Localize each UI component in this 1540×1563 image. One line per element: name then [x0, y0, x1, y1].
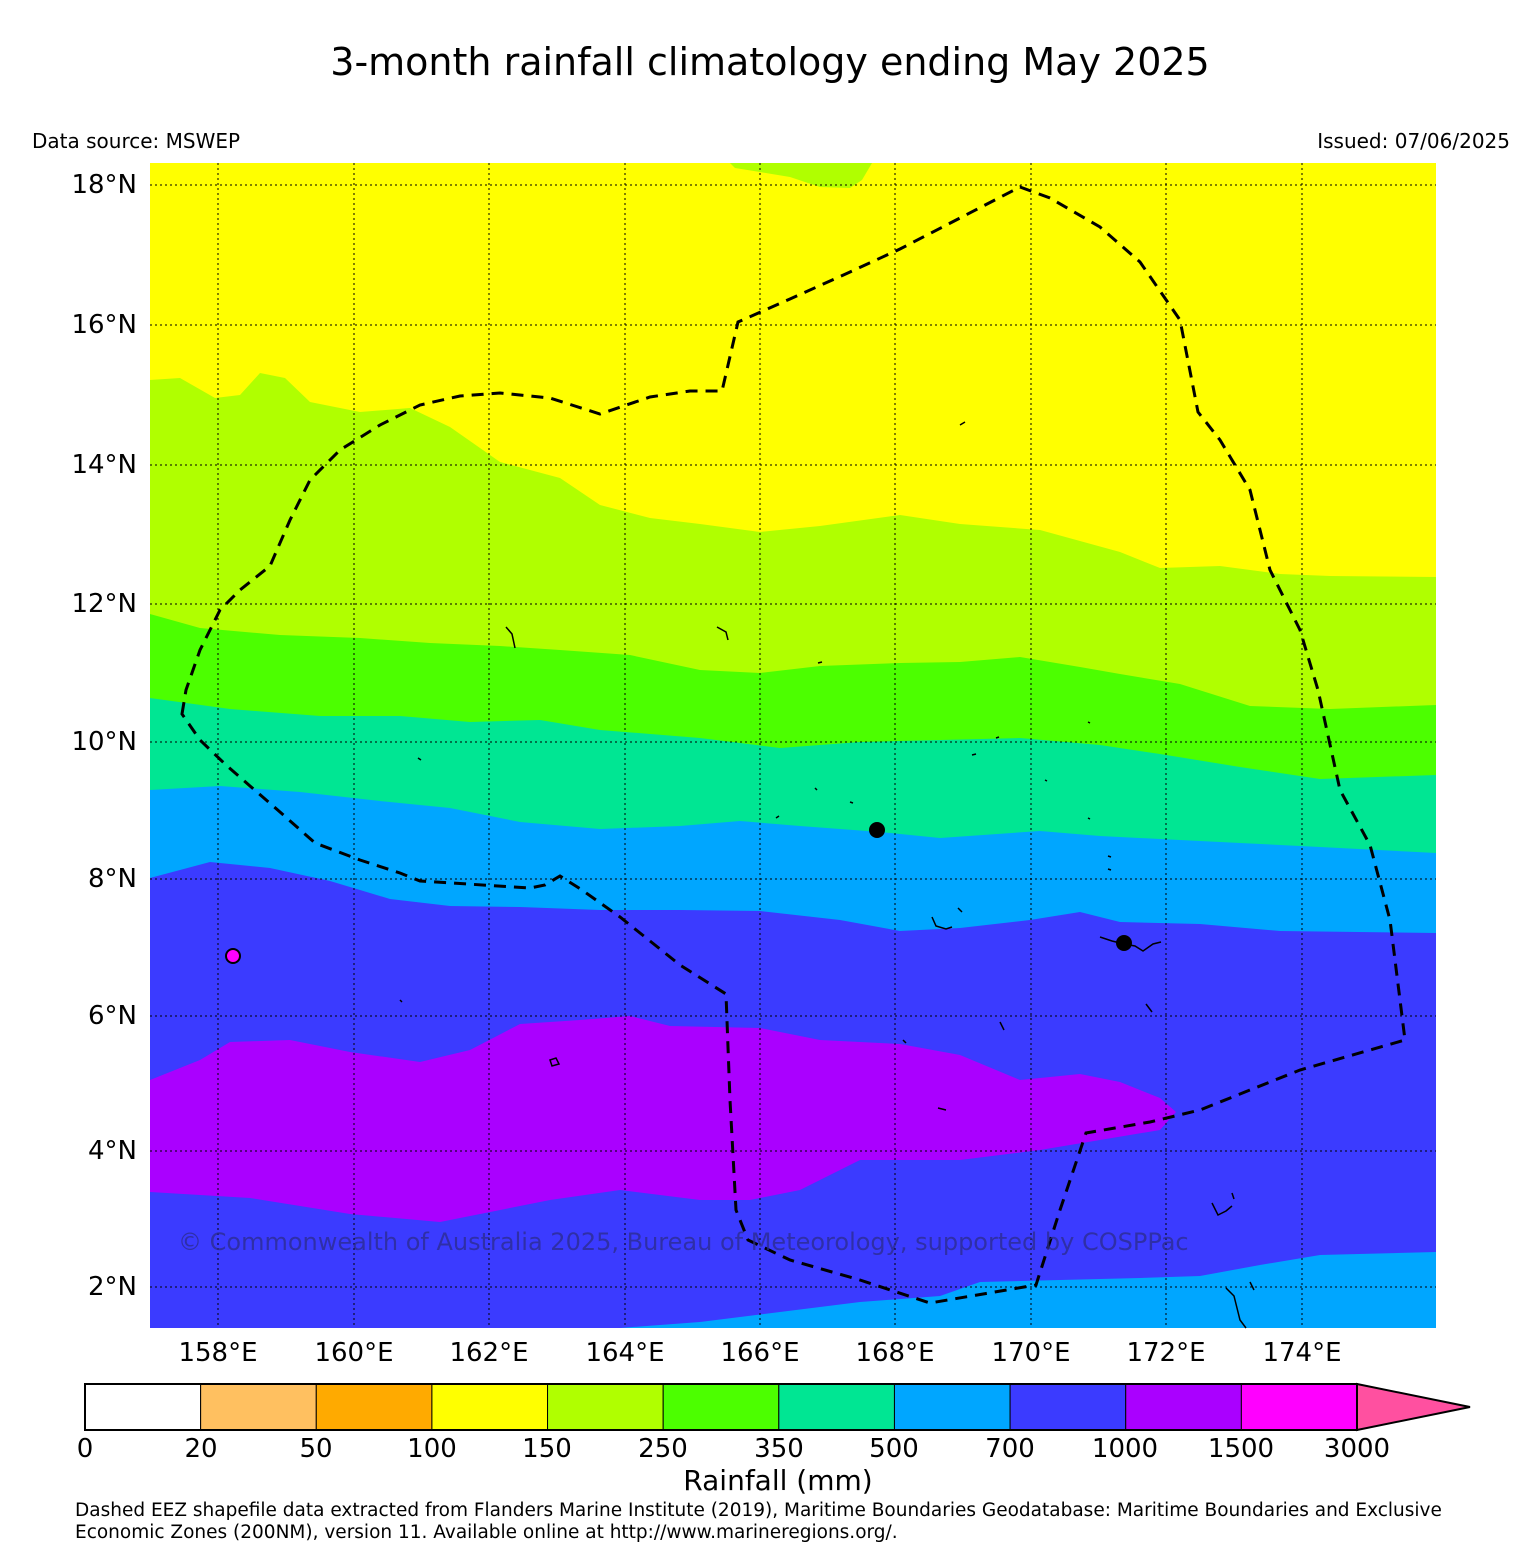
- colorbar-tick: 20: [184, 1434, 218, 1464]
- lon-label-168E: 168°E: [855, 1338, 935, 1368]
- colorbar-tick: 500: [869, 1434, 919, 1464]
- copyright-watermark: © Commonwealth of Australia 2025, Bureau…: [178, 1228, 1189, 1256]
- lon-label-170E: 170°E: [991, 1338, 1071, 1368]
- lon-label-158E: 158°E: [178, 1338, 258, 1368]
- band-150-250-north: [730, 163, 872, 188]
- band-500-700-south: [620, 1252, 1436, 1328]
- atoll-outline: [1211, 1192, 1235, 1217]
- colorbar-cell: [1125, 1383, 1242, 1431]
- colorbar-frame: [84, 1383, 1358, 1431]
- island-markers: [225, 421, 1255, 1329]
- colorbar: [84, 1382, 1471, 1432]
- colorbar-cell: [1009, 1383, 1127, 1431]
- atoll-outline: [399, 721, 1112, 1044]
- lat-label-12N: 12°N: [71, 589, 137, 619]
- data-source-label: Data source: MSWEP: [32, 129, 241, 153]
- atoll-outline: [505, 421, 1255, 1291]
- colorbar-cell: [893, 1383, 1011, 1431]
- colorbar-cell: [778, 1383, 895, 1431]
- colorbar-tick: 1500: [1207, 1434, 1275, 1464]
- atoll-outline: [931, 907, 963, 930]
- colorbar-tick: 250: [638, 1434, 688, 1464]
- lat-label-16N: 16°N: [71, 310, 137, 340]
- rainfall-bands: [150, 163, 1436, 1328]
- colorbar-cell: [315, 1383, 433, 1431]
- colorbar-tick: 350: [754, 1434, 804, 1464]
- colorbar-tick: 50: [299, 1434, 333, 1464]
- island-dot-majuro: [1116, 935, 1132, 951]
- colorbar-cell: [1240, 1383, 1358, 1431]
- colorbar-tick: 1000: [1091, 1434, 1159, 1464]
- colorbar-cell: [431, 1383, 549, 1431]
- lat-label-6N: 6°N: [88, 1001, 137, 1031]
- lon-label-166E: 166°E: [720, 1338, 800, 1368]
- lat-label-4N: 4°N: [88, 1136, 137, 1166]
- colorbar-tick: 100: [407, 1434, 457, 1464]
- lon-label-164E: 164°E: [585, 1338, 665, 1368]
- colorbar-cell: [662, 1383, 780, 1431]
- lat-label-18N: 18°N: [71, 170, 137, 200]
- eez-boundary: [180, 185, 1407, 1305]
- colorbar-cell: [547, 1383, 664, 1431]
- graticule: [150, 163, 1436, 1328]
- lat-label-14N: 14°N: [71, 450, 137, 480]
- colorbar-tick: 0: [76, 1434, 94, 1464]
- island-pohnpei: [225, 948, 241, 964]
- lat-label-2N: 2°N: [88, 1272, 137, 1302]
- lon-label-174E: 174°E: [1262, 1338, 1342, 1368]
- colorbar-tick: 150: [522, 1434, 572, 1464]
- lon-label-162E: 162°E: [449, 1338, 529, 1368]
- island-dot-kwajalein: [869, 822, 885, 838]
- lon-label-172E: 172°E: [1126, 1338, 1206, 1368]
- colorbar-tick: 700: [985, 1434, 1035, 1464]
- atoll-outline: [1225, 1287, 1247, 1329]
- colorbar-tick: 3000: [1323, 1434, 1391, 1464]
- colorbar-extend-arrow: [1356, 1382, 1471, 1432]
- band-1000-1500: [150, 1016, 1176, 1222]
- colorbar-cell: [200, 1383, 317, 1431]
- page-title: 3-month rainfall climatology ending May …: [330, 40, 1210, 84]
- issued-date-label: Issued: 07/06/2025: [1317, 129, 1510, 153]
- lat-label-8N: 8°N: [88, 864, 137, 894]
- colorbar-label: Rainfall (mm): [683, 1464, 873, 1497]
- atoll-outline: [1099, 936, 1162, 952]
- colorbar-cell: [84, 1383, 202, 1431]
- lon-label-160E: 160°E: [314, 1338, 394, 1368]
- lat-label-10N: 10°N: [71, 727, 137, 757]
- eez-credit-note: Dashed EEZ shapefile data extracted from…: [75, 1500, 1442, 1543]
- atoll-outline: [549, 1057, 561, 1067]
